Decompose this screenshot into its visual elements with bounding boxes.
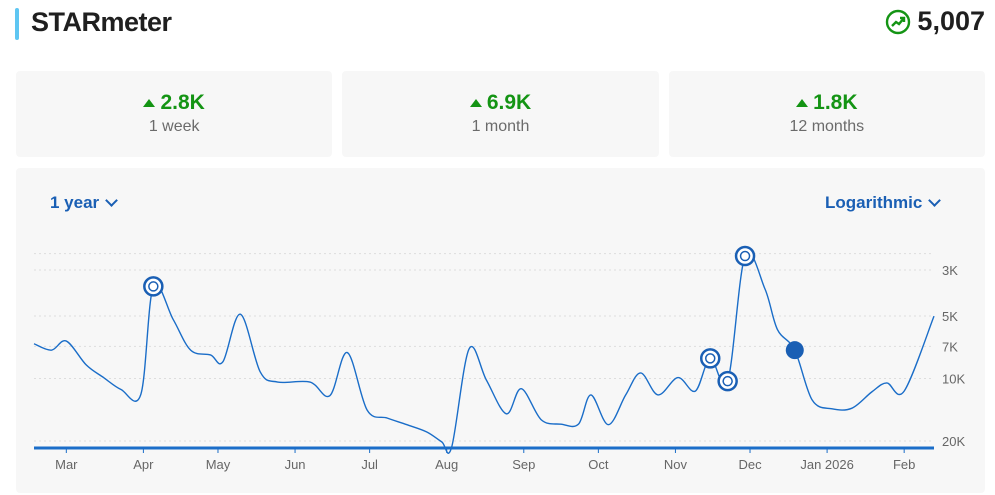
score-value: 5,007	[917, 6, 985, 36]
stat-label: 1 month	[471, 118, 530, 135]
starmeter-score: 5,007	[885, 6, 985, 37]
x-tick-label: Dec	[738, 457, 762, 472]
stat-value: 2.8K	[160, 91, 205, 114]
y-tick-label: 3K	[942, 263, 958, 278]
series-line	[33, 251, 935, 454]
range-dropdown-label: 1 year	[50, 193, 100, 212]
event-marker	[143, 276, 164, 297]
y-tick-label: 5K	[942, 309, 958, 324]
up-arrow-icon	[796, 99, 809, 107]
stat-value: 1.8K	[813, 91, 858, 114]
event-marker-inner	[148, 281, 159, 292]
stat-1-month: 6.9K 1 month	[342, 71, 659, 157]
up-arrow-icon	[143, 99, 156, 107]
title-accent-bar	[15, 8, 19, 40]
stat-12-months: 1.8K 12 months	[668, 71, 985, 157]
x-tick-label: Jun	[285, 457, 306, 472]
event-marker	[699, 348, 721, 369]
event-marker	[717, 370, 738, 392]
x-tick-label: May	[206, 457, 231, 472]
x-tick-label: Aug	[435, 457, 458, 472]
x-tick-label: Jan 2026	[800, 457, 854, 472]
selected-point-marker	[785, 341, 804, 360]
page-title: STARmeter	[31, 7, 172, 37]
x-tick-label: Feb	[893, 457, 915, 472]
x-tick-label: Nov	[664, 457, 688, 472]
x-tick-label: Apr	[133, 457, 154, 472]
chart-panel	[16, 168, 985, 493]
up-arrow-icon	[469, 99, 482, 107]
y-tick-label: 10K	[942, 371, 965, 386]
range-dropdown[interactable]: 1 year	[50, 193, 119, 213]
scale-dropdown[interactable]: Logarithmic	[825, 193, 942, 213]
x-tick-label: Mar	[55, 457, 78, 472]
stat-1-week: 2.8K 1 week	[16, 71, 333, 157]
stats-row: 2.8K 1 week 6.9K 1 month 1.8K 12 months	[16, 71, 985, 157]
event-marker-inner	[704, 353, 716, 364]
stat-label: 12 months	[789, 118, 865, 135]
event-marker-inner	[722, 375, 733, 387]
scale-dropdown-label: Logarithmic	[825, 193, 923, 212]
trending-up-icon	[886, 9, 911, 34]
y-tick-label: 7K	[942, 339, 958, 354]
x-tick-label: Sep	[512, 457, 535, 472]
x-tick-label: Oct	[588, 457, 609, 472]
stat-value: 6.9K	[486, 91, 532, 114]
stat-label: 1 week	[148, 118, 200, 135]
event-marker	[734, 245, 756, 267]
x-tick-label: Jul	[361, 457, 378, 472]
y-tick-label: 20K	[942, 434, 965, 449]
event-marker-inner	[739, 250, 751, 262]
